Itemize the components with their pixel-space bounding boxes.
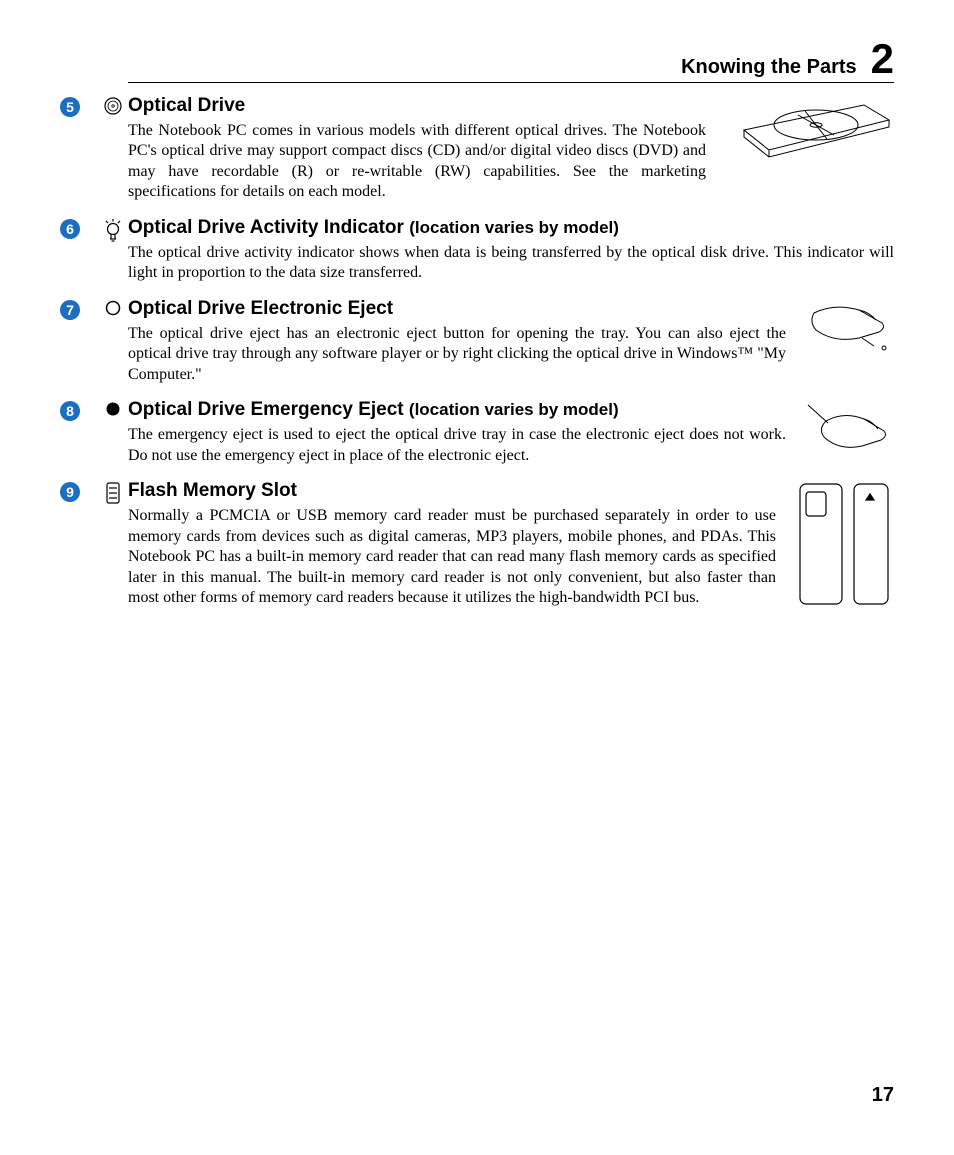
badge-8: 8 (60, 401, 80, 421)
section-title: Optical Drive Electronic Eject (128, 298, 786, 320)
badge-7: 7 (60, 300, 80, 320)
section-body: Normally a PCMCIA or USB memory card rea… (128, 506, 776, 608)
hand-pin-icon (804, 399, 894, 466)
header-title: Knowing the Parts (681, 56, 857, 79)
disc-outline-icon (104, 97, 122, 203)
badge-9: 9 (60, 482, 80, 502)
memory-cards-icon (794, 480, 894, 610)
section-activity-indicator: 6 Optical Drive (60, 217, 894, 284)
section-electronic-eject: 7 Optical Drive Electronic Eject The opt… (60, 298, 894, 385)
bulb-icon (104, 219, 122, 284)
section-body: The Notebook PC comes in various models … (128, 121, 706, 203)
badge-5: 5 (60, 97, 80, 117)
section-title: Optical Drive (128, 95, 706, 117)
circle-outline-icon (105, 300, 121, 385)
section-body: The optical drive eject has an electroni… (128, 324, 786, 385)
manual-page: Knowing the Parts 2 5 Optical Drive The … (0, 0, 954, 664)
section-body: The optical drive activity indicator sho… (128, 243, 894, 284)
badge-6: 6 (60, 219, 80, 239)
page-number: 17 (872, 1084, 894, 1107)
section-emergency-eject: 8 Optical Drive Emergency Eject (locatio… (60, 399, 894, 466)
chapter-number: 2 (871, 38, 894, 80)
page-header: Knowing the Parts 2 (128, 38, 894, 83)
card-slot-icon (105, 482, 121, 610)
section-body: The emergency eject is used to eject the… (128, 425, 786, 466)
section-title: Flash Memory Slot (128, 480, 776, 502)
section-title: Optical Drive Emergency Eject (location … (128, 399, 786, 421)
section-optical-drive: 5 Optical Drive The Notebook PC comes in… (60, 95, 894, 203)
hand-press-icon (804, 298, 894, 385)
optical-drive-tray-icon (724, 95, 894, 203)
section-flash-memory-slot: 9 Flash Memory Slot Normally a PCMCIA (60, 480, 894, 610)
circle-filled-icon (105, 401, 121, 466)
section-title: Optical Drive Activity Indicator (locati… (128, 217, 894, 239)
